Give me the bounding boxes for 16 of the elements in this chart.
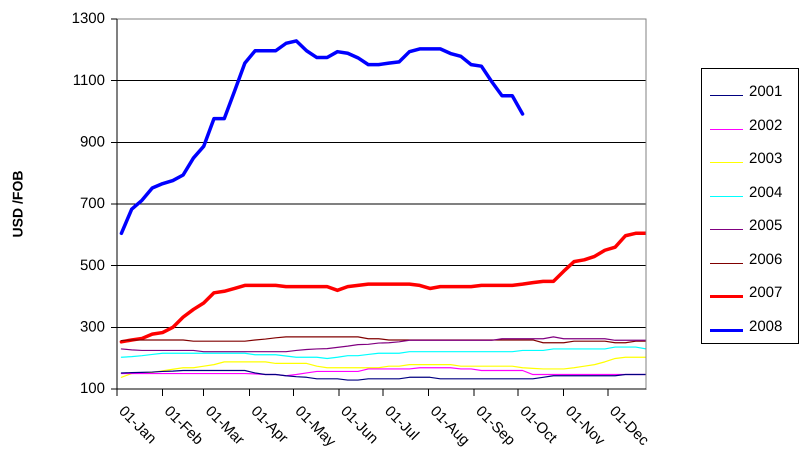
legend-label: 2005 xyxy=(749,217,782,234)
legend-label: 2006 xyxy=(749,250,782,268)
legend-label: 2007 xyxy=(749,284,782,302)
y-tick-label: 900 xyxy=(80,133,105,150)
legend-label: 2001 xyxy=(749,83,782,100)
y-tick-label: 100 xyxy=(80,380,105,398)
y-tick-label: 1300 xyxy=(72,10,105,28)
legend-label: 2003 xyxy=(749,150,782,168)
legend-label: 2008 xyxy=(749,318,782,335)
y-tick-label: 500 xyxy=(80,256,105,274)
y-axis-title: USD /FOB xyxy=(9,170,26,238)
y-tick-label: 300 xyxy=(80,318,105,336)
legend-label: 2004 xyxy=(749,184,782,201)
y-tick-label: 700 xyxy=(80,195,105,212)
y-tick-label: 1100 xyxy=(72,72,105,89)
legend-label: 2002 xyxy=(749,116,782,134)
